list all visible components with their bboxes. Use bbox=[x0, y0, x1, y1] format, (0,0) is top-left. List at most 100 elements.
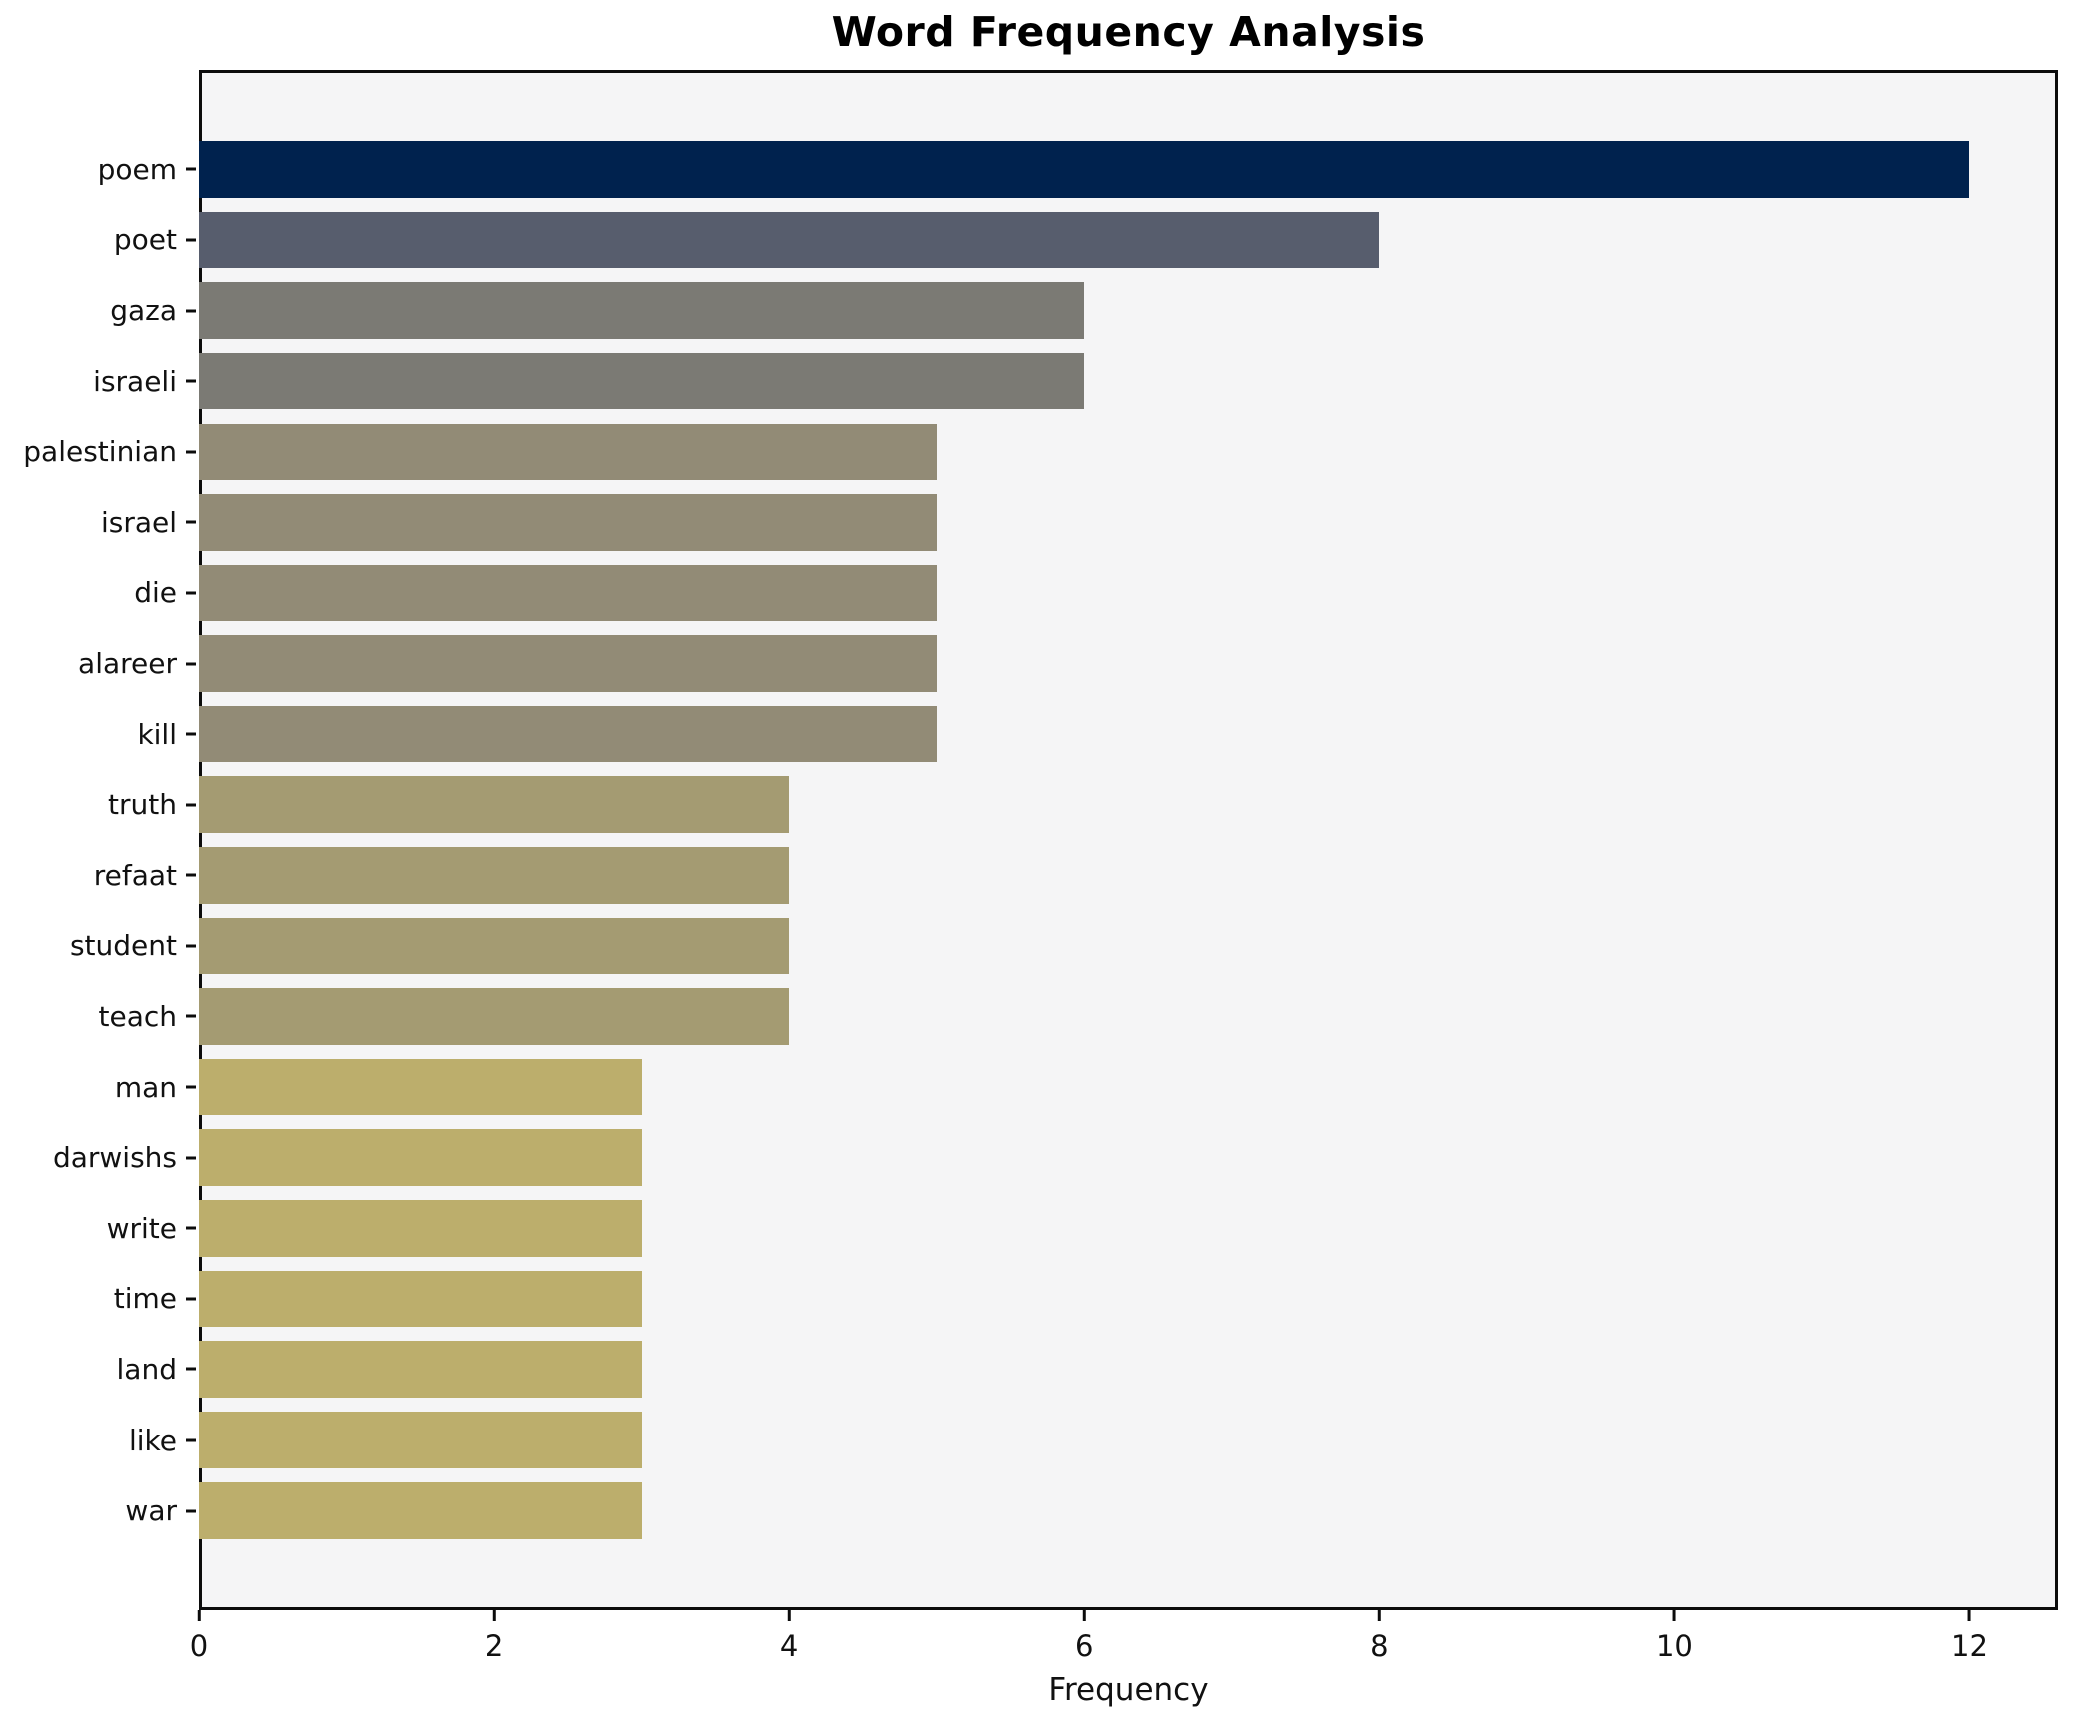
bar-row: gaza bbox=[0, 275, 2058, 346]
bar-row: time bbox=[0, 1264, 2058, 1335]
bar-poet bbox=[199, 211, 1380, 269]
bar-israeli bbox=[199, 352, 1085, 410]
bar-like bbox=[199, 1411, 642, 1469]
y-tick-mark bbox=[186, 309, 196, 313]
bar-track bbox=[199, 416, 2058, 487]
y-tick-mark bbox=[186, 1156, 196, 1160]
bar-row: alareer bbox=[0, 628, 2058, 699]
x-tick-label: 2 bbox=[484, 1629, 504, 1663]
y-tick-label: israeli bbox=[93, 364, 177, 398]
y-tick: like bbox=[0, 1424, 199, 1457]
bar-track bbox=[199, 1405, 2058, 1476]
y-tick-mark bbox=[186, 1367, 196, 1371]
bar-row: israeli bbox=[0, 346, 2058, 417]
y-tick-label: land bbox=[116, 1352, 177, 1386]
bar-row: kill bbox=[0, 699, 2058, 770]
bar-track bbox=[199, 1334, 2058, 1405]
x-tick: 6 bbox=[1075, 1610, 1093, 1663]
x-axis-label: Frequency bbox=[1048, 1672, 1209, 1708]
x-tick: 8 bbox=[1370, 1610, 1389, 1663]
y-tick: gaza bbox=[0, 294, 199, 327]
bar-row: israel bbox=[0, 487, 2058, 558]
bar-row: truth bbox=[0, 769, 2058, 840]
y-tick-label: die bbox=[134, 576, 177, 610]
y-tick-mark bbox=[186, 238, 196, 242]
y-tick: alareer bbox=[0, 647, 199, 680]
bar-row: student bbox=[0, 911, 2058, 982]
bar-kill bbox=[199, 705, 937, 763]
bar-row: teach bbox=[0, 981, 2058, 1052]
x-tick-label: 12 bbox=[1951, 1629, 1988, 1663]
bar-track bbox=[199, 1475, 2058, 1546]
x-tick: 10 bbox=[1656, 1610, 1693, 1663]
y-tick-mark bbox=[186, 803, 196, 807]
y-tick-mark bbox=[186, 379, 196, 383]
bar-track bbox=[199, 487, 2058, 558]
bar-poem bbox=[199, 141, 1970, 198]
bar-row: land bbox=[0, 1334, 2058, 1405]
x-tick-label: 4 bbox=[779, 1629, 799, 1663]
y-tick: israel bbox=[0, 506, 199, 539]
y-tick: die bbox=[0, 576, 199, 609]
bar-rows-container: poem poet gaza israeli palestinian israel die a… bbox=[0, 70, 2058, 1610]
x-tick-mark bbox=[1377, 1610, 1381, 1621]
y-tick-mark bbox=[186, 1509, 196, 1513]
x-tick-mark bbox=[1967, 1610, 1971, 1621]
bar-row: write bbox=[0, 1193, 2058, 1264]
y-tick-label: refaat bbox=[93, 858, 177, 892]
bar-track bbox=[199, 1264, 2058, 1335]
bar-palestinian bbox=[199, 423, 937, 480]
bar-track bbox=[199, 769, 2058, 840]
y-tick: refaat bbox=[0, 859, 199, 892]
y-tick: land bbox=[0, 1353, 199, 1386]
x-tick-mark bbox=[197, 1610, 201, 1621]
bar-track bbox=[199, 134, 2058, 205]
bar-row: darwishs bbox=[0, 1122, 2058, 1193]
x-tick-label: 10 bbox=[1655, 1629, 1693, 1663]
y-tick-label: kill bbox=[137, 717, 177, 751]
y-tick: teach bbox=[0, 1000, 199, 1033]
y-tick-mark bbox=[186, 662, 196, 666]
bar-row: poet bbox=[0, 205, 2058, 276]
bar-row: poem bbox=[0, 134, 2058, 205]
y-tick-mark bbox=[186, 873, 196, 877]
x-tick: 4 bbox=[780, 1610, 798, 1663]
y-tick-label: truth bbox=[108, 788, 177, 822]
x-tick-mark bbox=[492, 1610, 496, 1621]
x-tick: 2 bbox=[485, 1610, 503, 1663]
y-tick-label: poet bbox=[113, 223, 177, 257]
bar-truth bbox=[199, 776, 790, 833]
bar-track bbox=[199, 628, 2058, 699]
bar-track bbox=[199, 205, 2058, 276]
y-tick-label: gaza bbox=[110, 294, 177, 328]
y-tick-label: man bbox=[114, 1070, 177, 1104]
y-tick: israeli bbox=[0, 365, 199, 398]
y-tick: war bbox=[0, 1494, 199, 1527]
bar-alareer bbox=[199, 635, 937, 692]
bar-gaza bbox=[199, 282, 1085, 339]
bar-track bbox=[199, 558, 2058, 629]
y-tick: time bbox=[0, 1282, 199, 1315]
y-tick-mark bbox=[186, 1226, 196, 1230]
y-tick-label: war bbox=[125, 1494, 177, 1528]
y-tick-mark bbox=[186, 732, 196, 736]
y-tick-mark bbox=[186, 1085, 196, 1089]
y-tick-mark bbox=[186, 450, 196, 454]
y-tick-label: alareer bbox=[78, 647, 177, 681]
x-tick-mark bbox=[1672, 1610, 1676, 1621]
y-tick: truth bbox=[0, 788, 199, 821]
x-tick-label: 8 bbox=[1370, 1629, 1389, 1663]
y-tick: poem bbox=[0, 153, 199, 186]
y-tick-label: darwishs bbox=[52, 1141, 177, 1175]
y-tick-mark bbox=[186, 520, 196, 524]
bar-row: war bbox=[0, 1475, 2058, 1546]
y-tick-label: palestinian bbox=[23, 435, 177, 469]
bar-land bbox=[199, 1341, 642, 1398]
x-tick: 0 bbox=[190, 1610, 208, 1663]
x-tick-mark bbox=[787, 1610, 791, 1621]
bar-man bbox=[199, 1058, 642, 1116]
bar-track bbox=[199, 840, 2058, 911]
x-tick: 12 bbox=[1951, 1610, 1988, 1663]
y-tick: write bbox=[0, 1212, 199, 1245]
bar-row: like bbox=[0, 1405, 2058, 1476]
